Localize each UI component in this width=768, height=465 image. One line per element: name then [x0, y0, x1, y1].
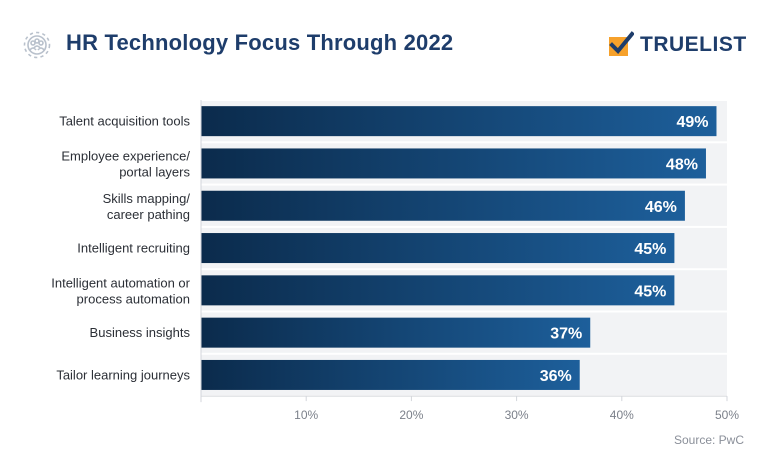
brand-name: TRUELIST [640, 33, 747, 56]
bar [201, 317, 591, 348]
category-label: Skills mapping/career pathing [103, 191, 191, 222]
category-label: Intelligent recruiting [77, 241, 190, 256]
value-label: 36% [540, 368, 572, 385]
category-label: Intelligent automation or process automat… [51, 275, 190, 306]
category-label: Business insights [90, 325, 191, 340]
value-label: 49% [676, 114, 708, 131]
x-tick-label: 10% [294, 408, 318, 422]
value-label: 46% [645, 199, 677, 216]
gear-people-icon [23, 31, 51, 59]
chart-title: HR Technology Focus Through 2022 [66, 30, 454, 55]
x-tick-label: 40% [610, 408, 634, 422]
x-tick-label: 50% [715, 408, 739, 422]
x-tick-label: 30% [505, 408, 529, 422]
value-label: 37% [550, 326, 582, 343]
category-label: Employee experience/portal layers [61, 148, 190, 179]
value-label: 45% [634, 283, 666, 300]
checkmark-box-icon [609, 31, 634, 56]
category-label: Talent acquisition tools [59, 114, 190, 129]
bar [201, 190, 685, 221]
bar [201, 359, 580, 390]
x-tick-label: 20% [399, 408, 423, 422]
bar [201, 148, 706, 179]
value-label: 45% [634, 241, 666, 258]
bar [201, 106, 717, 137]
bar [201, 233, 675, 264]
bar [201, 275, 675, 306]
source-note: Source: PwC [673, 433, 744, 447]
brand-logo: TRUELIST [606, 30, 747, 60]
value-label: 48% [666, 156, 698, 173]
category-label: Tailor learning journeys [56, 367, 190, 382]
